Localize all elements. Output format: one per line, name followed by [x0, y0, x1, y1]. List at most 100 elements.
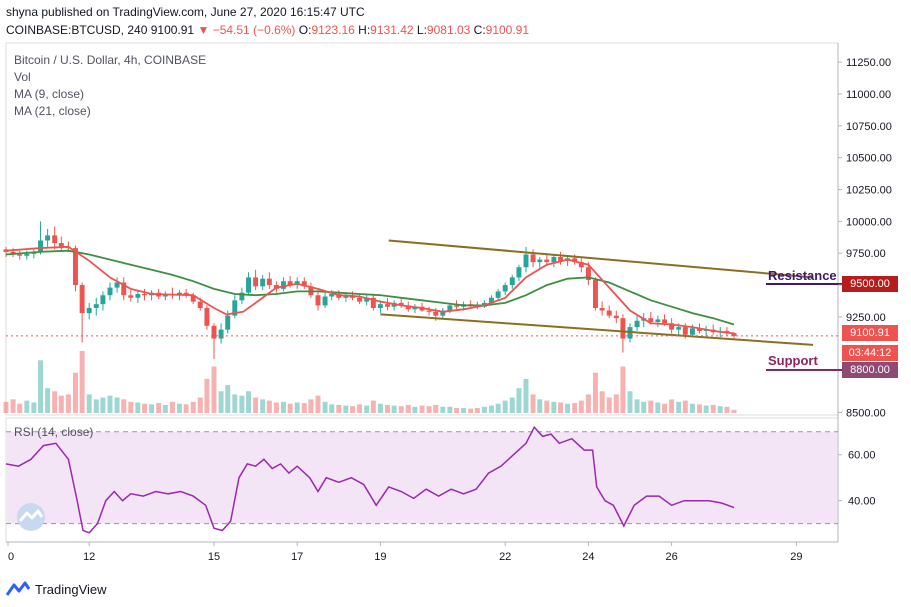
volume-bar — [24, 400, 30, 413]
volume-bar — [405, 404, 411, 413]
candle-body — [107, 287, 113, 296]
volume-bar — [468, 408, 474, 413]
price-tick-label: 8500.00 — [846, 407, 886, 419]
price-tick-label: 9750.00 — [846, 248, 886, 260]
volume-bar — [481, 406, 487, 413]
candle-body — [551, 257, 557, 263]
time-tick-label: 15 — [208, 551, 220, 563]
candle-body — [405, 305, 411, 310]
volume-bar — [336, 404, 342, 413]
candle-body — [662, 319, 668, 324]
volume-bars — [3, 351, 737, 413]
candle-body — [682, 327, 688, 335]
candle-body — [197, 301, 203, 308]
volume-bar — [724, 406, 730, 413]
candle-body — [357, 297, 363, 302]
volume-bar — [572, 403, 578, 413]
volume-bar — [648, 400, 654, 413]
candle-body — [398, 302, 404, 306]
time-tick-label: 24 — [582, 551, 594, 563]
volume-bar — [183, 404, 189, 413]
candle-body — [266, 278, 272, 286]
rsi-tick-label: 40.00 — [848, 496, 876, 508]
candle-body — [606, 310, 612, 316]
volume-bar — [454, 408, 460, 413]
volume-bar — [696, 404, 702, 413]
volume-bar — [398, 406, 404, 413]
volume-bar — [502, 400, 508, 413]
candle-body — [280, 281, 286, 289]
volume-bar — [246, 391, 252, 413]
candle-body — [523, 254, 529, 268]
candle-body — [100, 295, 106, 305]
volume-bar — [287, 403, 293, 413]
resistance-price-tag: 9500.00 — [842, 276, 898, 292]
volume-bar — [384, 404, 390, 413]
candle-body — [72, 248, 78, 286]
time-tick-label: 0 — [8, 551, 14, 563]
price-tick-label: 10750.00 — [846, 121, 892, 133]
volume-bar — [79, 351, 85, 413]
publisher-line: shyna published on TradingView.com, June… — [6, 5, 365, 19]
chart-title: Bitcoin / U.S. Dollar, 4h, COINBASE — [14, 53, 207, 67]
volume-bar — [65, 394, 71, 413]
volume-bar — [294, 402, 300, 413]
volume-bar — [544, 400, 550, 413]
symbol-label: COINBASE:BTCUSD, 240 — [6, 23, 148, 37]
volume-bar — [551, 401, 557, 413]
volume-bar — [93, 399, 99, 413]
volume-bar — [10, 399, 16, 413]
volume-bar — [329, 404, 335, 413]
candle-body — [211, 325, 217, 339]
candle-body — [114, 282, 120, 288]
volume-bar — [364, 405, 370, 413]
volume-bar — [599, 391, 605, 413]
volume-bar — [585, 394, 591, 413]
candle-body — [502, 285, 508, 292]
volume-bar — [86, 394, 92, 413]
volume-bar — [3, 401, 9, 413]
candle-body — [537, 259, 543, 263]
candle-body — [585, 267, 591, 280]
time-tick-label: 29 — [790, 551, 802, 563]
volume-bar — [606, 397, 612, 413]
candle-body — [620, 318, 626, 339]
volume-bar — [613, 394, 619, 413]
candle-body — [190, 295, 196, 302]
volume-bar — [135, 402, 141, 413]
candle-body — [578, 262, 584, 268]
volume-bar — [350, 406, 356, 413]
last-price-tag: 9100.91 — [842, 325, 898, 341]
candle-body — [58, 243, 64, 247]
candle-body — [260, 278, 266, 287]
volume-bar — [669, 399, 675, 413]
candle-body — [287, 281, 293, 286]
rsi-line-path — [5, 425, 735, 534]
volume-bar — [592, 372, 598, 413]
candle-body — [731, 333, 737, 336]
volume-bar — [530, 394, 536, 413]
candle-body — [183, 292, 189, 296]
volume-bar — [58, 395, 64, 413]
candle-body — [488, 297, 494, 303]
price-tick-label: 11000.00 — [846, 89, 891, 101]
volume-bar — [717, 406, 723, 413]
resistance-label: Resistance — [768, 268, 837, 283]
candle-body — [128, 295, 134, 298]
candle-body — [384, 304, 390, 307]
time-tick-label: 12 — [83, 551, 95, 563]
volume-bar — [239, 395, 245, 413]
candle-body — [440, 310, 446, 316]
volume-bar — [558, 402, 564, 413]
candle-body — [93, 304, 99, 308]
volume-bar — [162, 404, 168, 413]
legend-vol: Vol — [14, 70, 31, 84]
candle-body — [696, 328, 702, 331]
candle-body — [225, 315, 231, 330]
volume-bar — [391, 405, 397, 413]
candle-body — [246, 277, 252, 293]
footer-brand[interactable]: TradingView — [6, 579, 107, 599]
volume-bar — [31, 402, 37, 413]
channel-upper-line — [388, 239, 814, 279]
